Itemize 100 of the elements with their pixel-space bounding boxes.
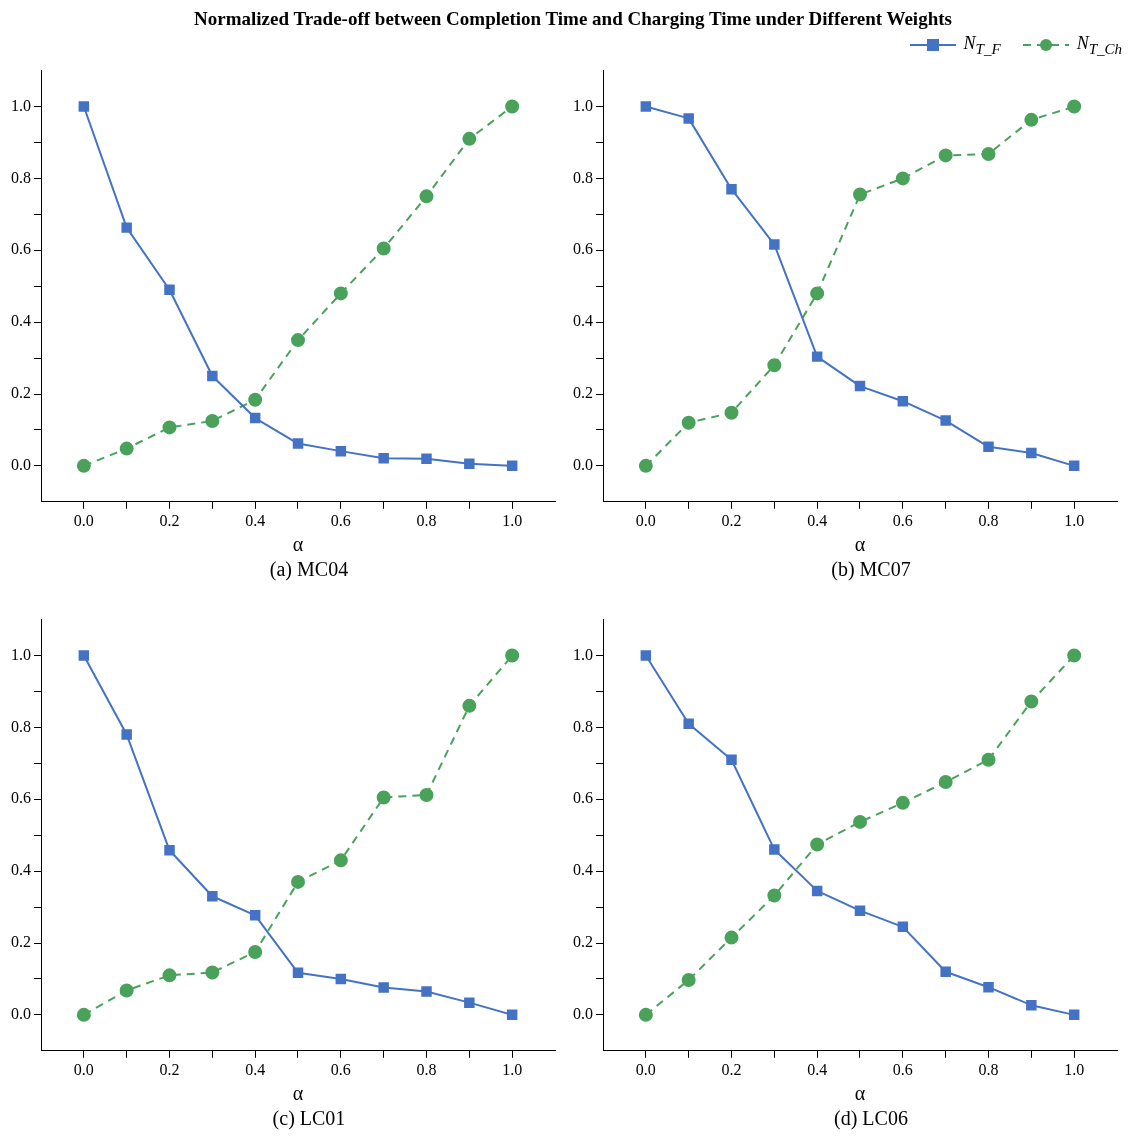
point: [164, 845, 175, 856]
point: [640, 650, 652, 661]
point: [767, 888, 782, 903]
text: (a) MC04: [268, 558, 350, 581]
y-tick-label: 0.0: [11, 1005, 31, 1023]
x-tick-label: 0.2: [159, 1060, 180, 1078]
point: [207, 370, 218, 382]
x-axis-title: α: [854, 1082, 866, 1105]
point: [1067, 99, 1082, 114]
point: [249, 910, 261, 921]
point: [248, 392, 263, 407]
x-tick-label: 0.0: [635, 511, 656, 529]
y-tick-label: 0.6: [573, 789, 593, 807]
y-tick-label: 1.0: [573, 645, 593, 663]
x-axis-title: α: [854, 533, 866, 556]
point: [983, 981, 994, 993]
x-tick-label: 0.8: [978, 1060, 999, 1078]
point: [207, 891, 218, 902]
y-tick-label: 1.0: [11, 645, 31, 663]
point: [291, 874, 305, 889]
point: [121, 729, 132, 740]
y-tick-label: 0.4: [573, 312, 593, 330]
x-tick-label: 0.8: [978, 511, 999, 529]
y-tick-label: 0.2: [573, 384, 593, 402]
point: [248, 944, 263, 959]
x-tick-label: 0.0: [73, 511, 94, 529]
point: [419, 189, 434, 204]
x-tick-label: 1.0: [502, 511, 523, 529]
y-tick-label: 0.8: [573, 717, 593, 735]
point: [333, 853, 348, 868]
y-tick-label: 0.2: [573, 933, 593, 951]
y-tick-label: 0.6: [11, 789, 31, 807]
x-tick-label: 0.2: [721, 511, 742, 529]
point: [940, 966, 951, 977]
point: [897, 395, 909, 407]
point: [464, 997, 475, 1008]
point: [853, 814, 867, 829]
y-tick-label: 1.0: [573, 96, 593, 114]
text: (b) MC07: [830, 558, 912, 581]
point: [983, 441, 994, 453]
x-tick-label: 0.0: [73, 1060, 94, 1078]
point: [78, 650, 90, 661]
point: [726, 183, 737, 195]
point: [854, 905, 866, 916]
y-tick-label: 1.0: [11, 96, 31, 114]
point: [681, 415, 696, 430]
point: [335, 973, 347, 985]
x-tick-label: 1.0: [1064, 1060, 1085, 1078]
x-tick-label: 0.6: [892, 1060, 913, 1078]
x-tick-label: 0.4: [245, 1060, 266, 1078]
point: [421, 986, 432, 997]
point: [378, 982, 389, 993]
x-axis-title: α: [292, 1082, 304, 1105]
point: [421, 453, 432, 464]
point: [767, 358, 782, 373]
point: [810, 837, 825, 852]
legend-label: N$_{T_F}$: [963, 32, 1001, 58]
y-tick-label: 0.0: [11, 456, 31, 474]
point: [769, 239, 780, 250]
point: [376, 790, 391, 805]
point: [640, 101, 652, 112]
legend-label: N$_{T_Ch}$: [1076, 32, 1122, 58]
y-tick-label: 0.6: [11, 240, 31, 258]
point: [1026, 447, 1037, 459]
point: [291, 333, 305, 348]
point: [119, 441, 134, 456]
text: (d) LC06: [833, 1107, 909, 1130]
x-tick-label: 0.8: [416, 1060, 437, 1078]
point: [162, 420, 177, 435]
point: [464, 458, 475, 469]
y-tick-label: 0.4: [11, 312, 31, 330]
point: [119, 983, 134, 998]
point: [1068, 460, 1080, 472]
point: [681, 973, 696, 988]
point: [810, 286, 825, 301]
point: [419, 787, 434, 802]
point: [249, 412, 261, 424]
point: [981, 146, 996, 161]
y-tick-label: 0.8: [11, 717, 31, 735]
point: [853, 187, 867, 202]
x-tick-label: 0.6: [892, 511, 913, 529]
y-tick-label: 0.0: [573, 456, 593, 474]
point: [376, 241, 391, 256]
point: [895, 171, 910, 186]
point: [854, 380, 866, 392]
point: [333, 286, 348, 301]
point: [462, 131, 477, 146]
point: [638, 1007, 653, 1022]
y-tick-label: 0.6: [573, 240, 593, 258]
x-tick-label: 0.2: [159, 511, 180, 529]
point: [940, 415, 951, 426]
chart-title: Normalized Trade-off between Completion Time and Charging Time under Different Weights: [193, 8, 953, 31]
point: [164, 284, 175, 296]
point: [638, 458, 653, 473]
point: [205, 413, 220, 428]
point: [981, 752, 996, 767]
point: [162, 968, 177, 983]
point: [462, 698, 477, 713]
point: [378, 453, 389, 464]
point: [505, 99, 520, 114]
